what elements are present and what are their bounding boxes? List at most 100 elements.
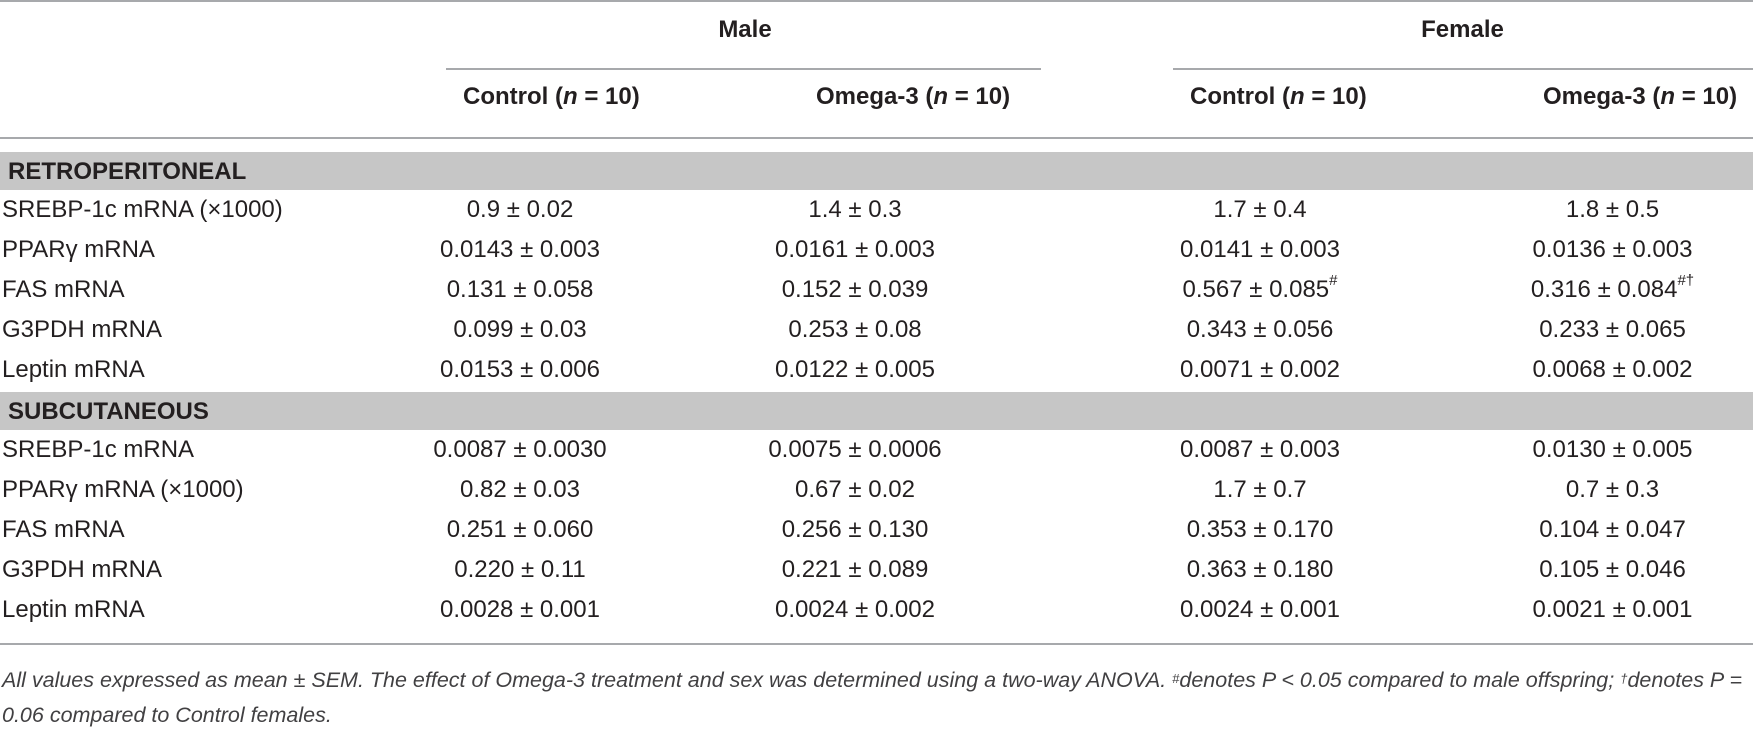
- table-cell: 0.099 ± 0.03: [400, 316, 640, 344]
- cell-value: 0.220 ± 0.11: [454, 556, 586, 583]
- cell-value: 0.0028 ± 0.001: [440, 596, 600, 623]
- cell-value: 1.8 ± 0.5: [1565, 196, 1660, 223]
- male-group-rule: [446, 68, 1041, 70]
- table-cell: 1.8 ± 0.5: [1490, 196, 1735, 224]
- table-cell: 0.131 ± 0.058: [400, 276, 640, 304]
- table-cell: 0.253 ± 0.08: [740, 316, 970, 344]
- cell-value: 0.0161 ± 0.003: [775, 236, 935, 263]
- cell-value: 1.4 ± 0.3: [808, 196, 902, 223]
- bottom-rule: [0, 643, 1753, 645]
- female-group-rule: [1173, 68, 1753, 70]
- table-cell: 0.221 ± 0.089: [740, 556, 970, 584]
- row-label: SREBP-1c mRNA (×1000): [2, 196, 283, 223]
- cell-value: 0.0087 ± 0.0030: [433, 436, 607, 463]
- table-row: FAS mRNA 0.131 ± 0.058 0.152 ± 0.039 0.567 …: [0, 270, 1753, 310]
- top-rule: [0, 0, 1753, 2]
- cell-value: 0.152 ± 0.039: [781, 276, 929, 303]
- row-label: PPARγ mRNA: [2, 236, 155, 263]
- cell-value: 0.256 ± 0.130: [781, 516, 929, 543]
- cell-value: 0.9 ± 0.02: [466, 196, 574, 223]
- table-cell: 0.82 ± 0.03: [400, 476, 640, 504]
- cell-value: 0.253 ± 0.08: [788, 316, 922, 343]
- row-label: PPARγ mRNA (×1000): [2, 476, 244, 503]
- table-cell: 0.0161 ± 0.003: [740, 236, 970, 264]
- cell-value: 0.353 ± 0.170: [1186, 516, 1334, 543]
- table-cell: 0.152 ± 0.039: [740, 276, 970, 304]
- cell-value: 0.0075 ± 0.0006: [768, 436, 942, 463]
- cell-value: 0.0153 ± 0.006: [440, 356, 600, 383]
- table-row: G3PDH mRNA 0.099 ± 0.03 0.253 ± 0.08 0.343 …: [0, 310, 1753, 350]
- row-label: G3PDH mRNA: [2, 316, 163, 343]
- cell-value: 0.0024 ± 0.002: [775, 596, 935, 623]
- table-cell: 0.0075 ± 0.0006: [740, 436, 970, 464]
- row-label: Leptin mRNA: [2, 356, 145, 383]
- cell-value: 0.105 ± 0.046: [1539, 556, 1686, 583]
- row-label: G3PDH mRNA: [2, 556, 163, 583]
- row-label: SREBP-1c mRNA: [2, 436, 195, 463]
- cell-value: 0.67 ± 0.02: [795, 476, 915, 503]
- cell-value: 1.7 ± 0.4: [1213, 196, 1307, 223]
- cell-value: 0.131 ± 0.058: [446, 276, 594, 303]
- header-bottom-rule: [0, 137, 1753, 139]
- cell-value: 0.0087 ± 0.003: [1180, 436, 1340, 463]
- cell-value: 0.363 ± 0.180: [1186, 556, 1334, 583]
- cell-value: 0.316 ± 0.084: [1530, 276, 1678, 303]
- cell-value: 0.567 ± 0.085: [1182, 276, 1330, 303]
- column-header-female-control: Control (n = 10): [1190, 83, 1367, 110]
- table-cell: 0.0143 ± 0.003: [400, 236, 640, 264]
- table-cell: 0.220 ± 0.11: [400, 556, 640, 584]
- table-cell: 0.0024 ± 0.002: [740, 596, 970, 624]
- table-cell: 0.0153 ± 0.006: [400, 356, 640, 384]
- table-cell: 0.256 ± 0.130: [740, 516, 970, 544]
- table-cell: 0.0028 ± 0.001: [400, 596, 640, 624]
- cell-value: 0.7 ± 0.3: [1565, 476, 1660, 503]
- cell-value: 0.104 ± 0.047: [1539, 516, 1686, 543]
- row-label: Leptin mRNA: [2, 596, 145, 623]
- cell-value: 0.233 ± 0.065: [1539, 316, 1686, 343]
- significance-mark: #: [1329, 272, 1338, 289]
- row-label: FAS mRNA: [2, 516, 125, 543]
- table-cell: 0.9 ± 0.02: [400, 196, 640, 224]
- cell-value: 0.099 ± 0.03: [453, 316, 587, 343]
- table-row: PPARγ mRNA (×1000) 0.82 ± 0.03 0.67 ± 0.02…: [0, 470, 1753, 510]
- cell-value: 0.0141 ± 0.003: [1180, 236, 1340, 263]
- table-cell: 0.0141 ± 0.003: [1140, 236, 1380, 264]
- table-cell: 0.0136 ± 0.003: [1490, 236, 1735, 264]
- table-cell: 0.0087 ± 0.003: [1140, 436, 1380, 464]
- cell-value: 0.0143 ± 0.003: [440, 236, 600, 263]
- cell-value: 0.343 ± 0.056: [1186, 316, 1334, 343]
- table-row: FAS mRNA 0.251 ± 0.060 0.256 ± 0.130 0.353 …: [0, 510, 1753, 550]
- table-cell: 0.0068 ± 0.002: [1490, 356, 1735, 384]
- table-cell: 1.4 ± 0.3: [740, 196, 970, 224]
- table-cell: 0.0130 ± 0.005: [1490, 436, 1735, 464]
- table-cell: 0.0021 ± 0.001: [1490, 596, 1735, 624]
- cell-value: 0.0021 ± 0.001: [1532, 596, 1693, 623]
- table-cell: 0.105 ± 0.046: [1490, 556, 1735, 584]
- cell-value: 0.0122 ± 0.005: [775, 356, 935, 383]
- cell-value: 0.0068 ± 0.002: [1532, 356, 1693, 383]
- table-cell: 0.316 ± 0.084#†: [1490, 272, 1735, 304]
- cell-value: 0.0071 ± 0.002: [1180, 356, 1340, 383]
- column-header-male-control: Control (n = 10): [463, 83, 640, 110]
- table-footnote: All values expressed as mean ± SEM. The …: [2, 668, 1743, 727]
- cell-value: 0.0130 ± 0.005: [1532, 436, 1693, 463]
- section-title: SUBCUTANEOUS: [8, 398, 209, 425]
- table-cell: 0.0122 ± 0.005: [740, 356, 970, 384]
- table-row: SREBP-1c mRNA (×1000) 0.9 ± 0.02 1.4 ± 0.3…: [0, 190, 1753, 230]
- table-cell: 0.0071 ± 0.002: [1140, 356, 1380, 384]
- table-cell: 0.353 ± 0.170: [1140, 516, 1380, 544]
- cell-value: 0.221 ± 0.089: [781, 556, 929, 583]
- table-cell: 0.363 ± 0.180: [1140, 556, 1380, 584]
- cell-value: 0.0136 ± 0.003: [1532, 236, 1693, 263]
- group-header-male: Male: [718, 16, 772, 43]
- table-cell: 0.7 ± 0.3: [1490, 476, 1735, 504]
- cell-value: 0.0024 ± 0.001: [1180, 596, 1340, 623]
- cell-value: 1.7 ± 0.7: [1213, 476, 1307, 503]
- section-header: RETROPERITONEAL: [0, 152, 1753, 190]
- cell-value: 0.82 ± 0.03: [460, 476, 580, 503]
- section-header: SUBCUTANEOUS: [0, 392, 1753, 430]
- table-cell: 0.0087 ± 0.0030: [400, 436, 640, 464]
- table-cell: 0.343 ± 0.056: [1140, 316, 1380, 344]
- table-cell: 0.251 ± 0.060: [400, 516, 640, 544]
- column-header-male-omega3: Omega-3 (n = 10): [816, 83, 1011, 110]
